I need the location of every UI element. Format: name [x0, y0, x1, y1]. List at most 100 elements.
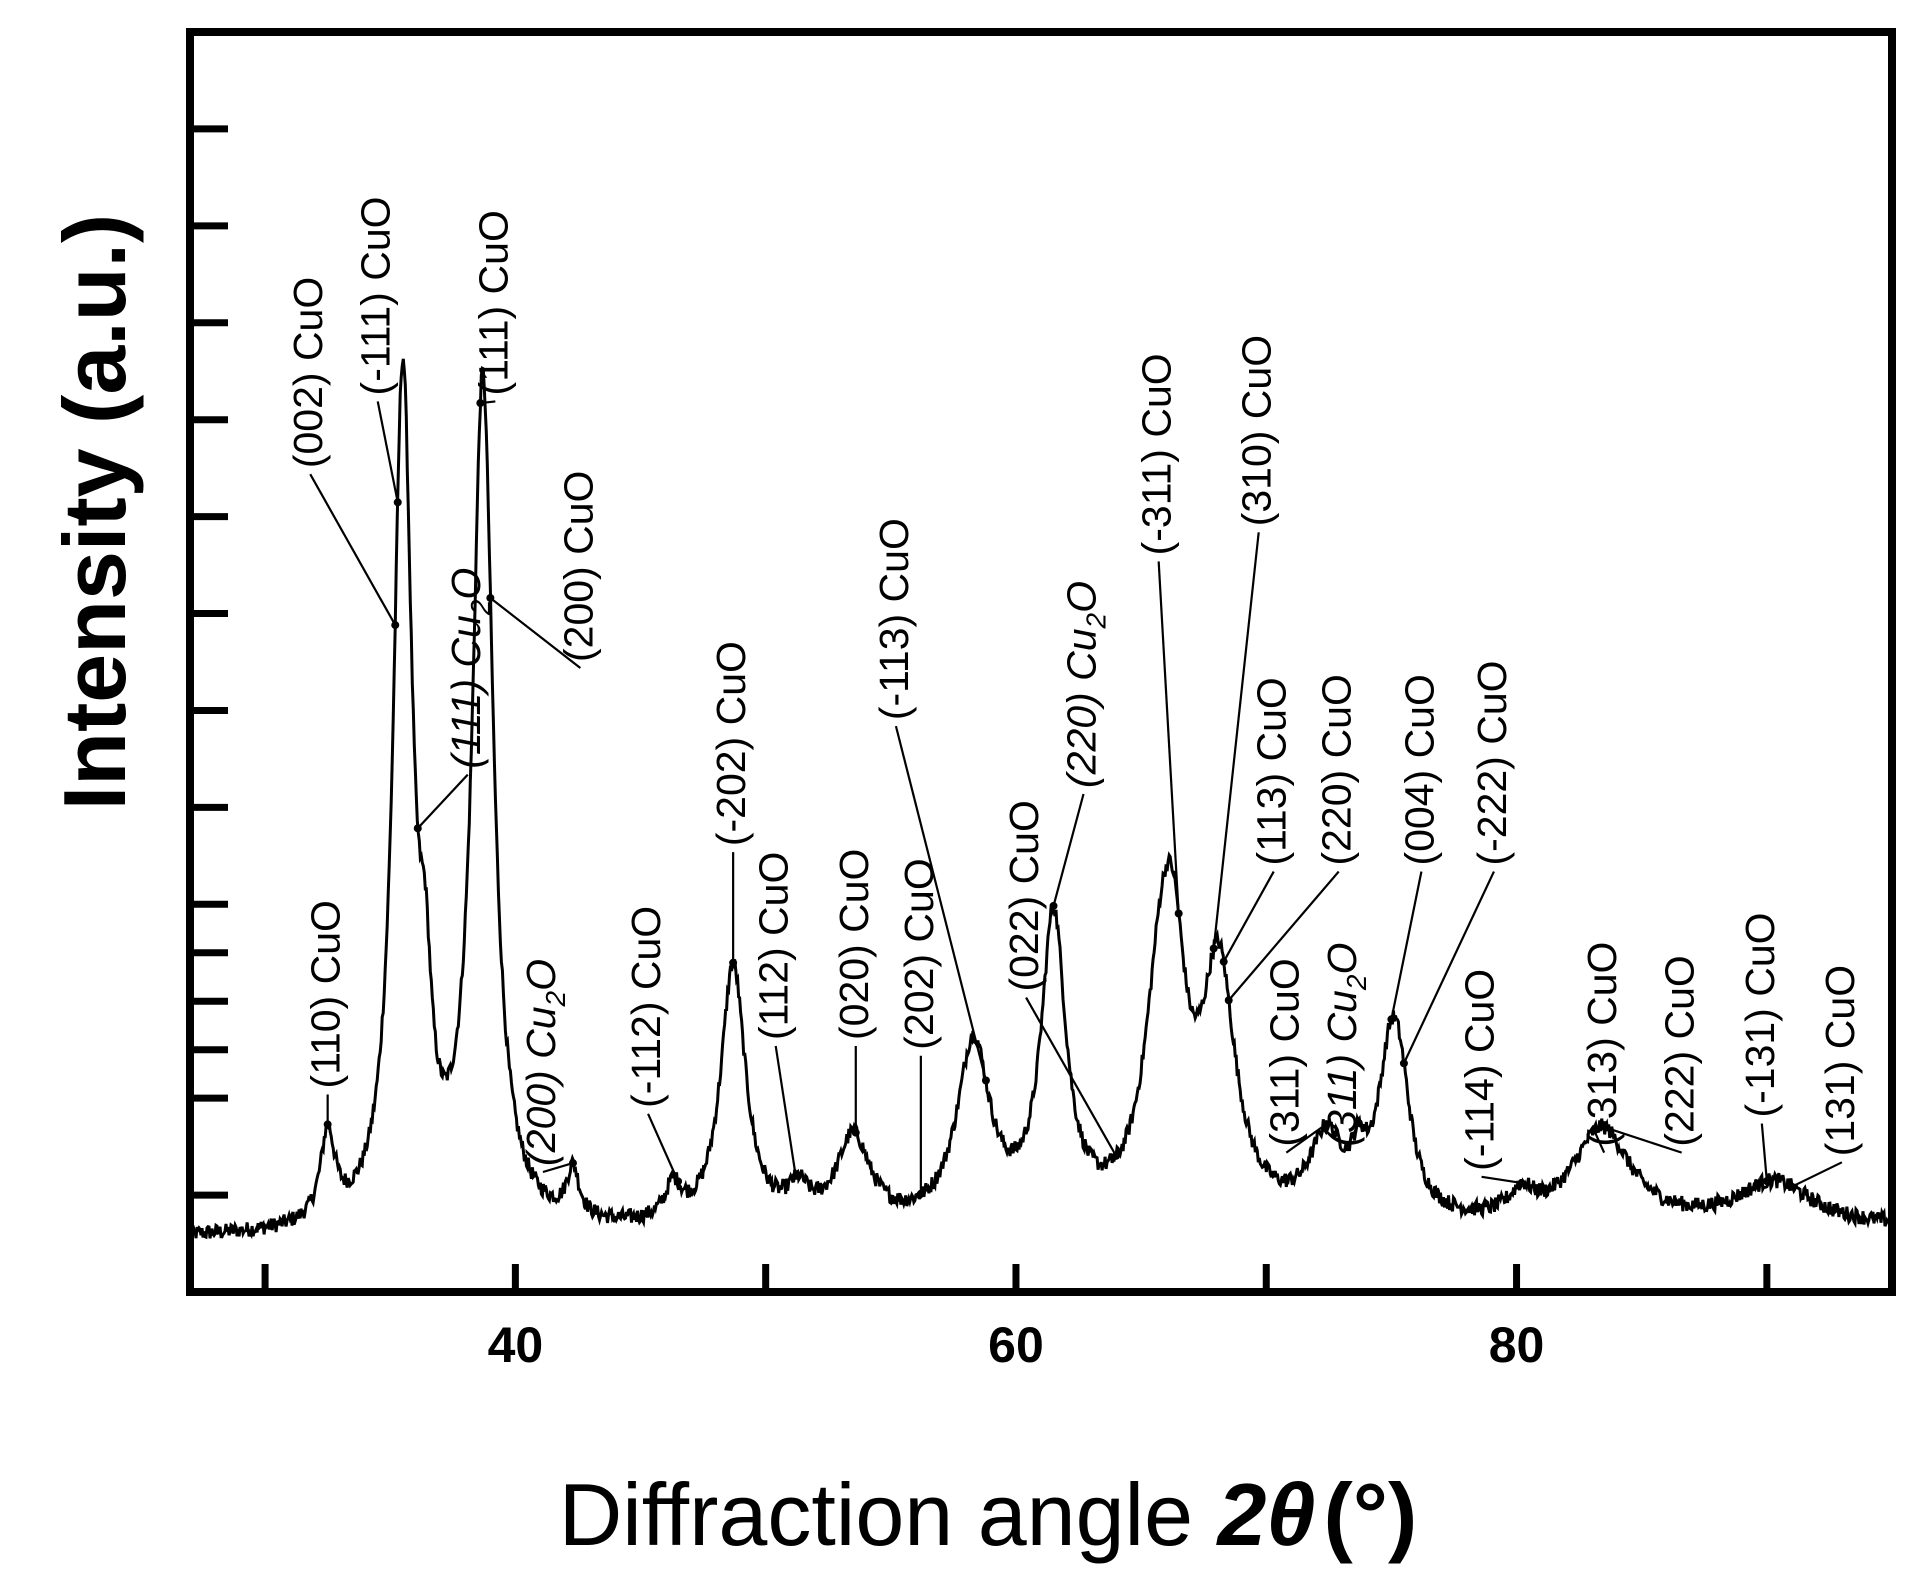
x-axis-label-unit: (°): [1323, 1465, 1417, 1564]
peak-annotation: (020) CuO: [831, 849, 877, 1137]
leader-line: [1227, 870, 1340, 1001]
x-axis-label-main: Diffraction angle: [559, 1465, 1218, 1564]
peak-marker: [1219, 957, 1228, 966]
y-axis-ticks: [190, 125, 228, 1199]
peak-annotation: (311) CuO: [1261, 958, 1331, 1154]
peak-annotation: (-202) CuO: [708, 641, 754, 967]
peak-annotation: (220) CuO: [1224, 674, 1360, 1005]
leader-line: [309, 473, 397, 626]
peak-label: (220) CuO: [1314, 674, 1360, 865]
peak-marker: [393, 498, 402, 507]
peak-annotation: (311) Cu2O: [1319, 943, 1372, 1154]
peak-marker: [791, 1171, 800, 1180]
peak-annotation: (-311) CuO: [1134, 353, 1183, 918]
peak-marker: [476, 399, 485, 408]
peak-label: (311) CuO: [1261, 958, 1307, 1146]
x-axis-label: Diffraction angle 2θ(°): [559, 1465, 1418, 1564]
peak-label: (004) CuO: [1396, 674, 1442, 865]
peak-annotation: (113) CuO: [1219, 677, 1295, 966]
peak-label: (002) CuO: [285, 277, 331, 468]
x-tick-label: 60: [988, 1317, 1044, 1373]
peak-annotation: (200) CuO: [486, 471, 601, 669]
peak-label: (310) CuO: [1234, 335, 1280, 526]
peak-label: (220) Cu2O: [1059, 581, 1112, 788]
peak-marker: [1174, 909, 1183, 918]
peak-marker: [413, 824, 422, 833]
peak-label: (110) CuO: [303, 900, 349, 1088]
leader-line: [774, 1045, 797, 1177]
leader-line: [1481, 1175, 1522, 1184]
leader-line: [1052, 793, 1085, 907]
peak-annotation: (-112) CuO: [623, 906, 683, 1186]
peak-annotation: (-313) CuO: [1579, 942, 1625, 1154]
peak-marker: [1399, 1059, 1408, 1068]
leader-line: [1025, 996, 1118, 1157]
peak-annotation: (220) Cu2O: [1049, 581, 1112, 910]
x-tick-label: 80: [1489, 1317, 1545, 1373]
peak-marker: [1762, 1177, 1771, 1186]
peak-label: (-311) CuO: [1134, 353, 1180, 555]
peak-label: (-131) CuO: [1737, 912, 1783, 1117]
y-axis-label: Intensity (a.u.): [45, 214, 144, 811]
leader-line: [647, 1113, 680, 1182]
x-tick-label: 40: [488, 1317, 544, 1373]
peak-annotation: (110) CuO: [303, 900, 349, 1129]
peak-label: (-222) CuO: [1469, 660, 1515, 865]
axes-frame: [186, 28, 1896, 1296]
peak-label: (-112) CuO: [623, 906, 669, 1108]
peak-label: (200) CuO: [555, 471, 601, 662]
peak-label: (111) Cu2O: [443, 568, 496, 769]
peak-annotation: (022) CuO: [1001, 800, 1121, 1160]
peak-marker: [1322, 1120, 1331, 1129]
x-axis-label-symbol: 2θ: [1215, 1465, 1315, 1564]
peak-marker: [729, 958, 738, 967]
leader-line: [1593, 1130, 1606, 1154]
peak-annotation: (-131) CuO: [1737, 912, 1783, 1186]
peak-marker: [916, 1189, 925, 1198]
peak-label: (-114) CuO: [1457, 969, 1503, 1171]
peak-marker: [1787, 1182, 1796, 1191]
peak-marker: [1590, 1126, 1599, 1135]
peak-marker: [851, 1128, 860, 1137]
peak-annotation: (002) CuO: [285, 277, 400, 630]
peak-annotations: (110) CuO (002) CuO (-111) CuO (111) Cu2O (1…: [285, 196, 1863, 1198]
leader-line: [1760, 1123, 1768, 1182]
peak-label: (022) CuO: [1001, 800, 1047, 991]
peak-label: (-111) CuO: [353, 196, 399, 395]
leader-line: [1402, 871, 1495, 1064]
peak-label: (113) CuO: [1249, 677, 1295, 865]
peak-marker: [1224, 996, 1233, 1005]
leader-line: [1791, 1161, 1843, 1188]
peak-label: (020) CuO: [831, 849, 877, 1040]
peak-label: (-113) CuO: [871, 518, 917, 720]
peak-label: (111) CuO: [470, 210, 516, 395]
leader-line: [489, 597, 582, 669]
peak-annotation: (004) CuO: [1387, 674, 1442, 1024]
peak-annotation: (-111) CuO: [353, 196, 402, 507]
leader-line: [416, 773, 469, 830]
peak-annotation: (200) Cu2O: [518, 959, 577, 1174]
peak-marker: [1354, 1119, 1363, 1128]
peak-marker: [1387, 1015, 1396, 1024]
peak-marker: [981, 1076, 990, 1085]
peak-label: (311) Cu2O: [1319, 943, 1372, 1147]
peak-annotation: (-114) CuO: [1457, 969, 1526, 1187]
peak-annotation: (310) CuO: [1209, 335, 1280, 953]
peak-label: (131) CuO: [1817, 965, 1863, 1156]
leader-line: [1342, 1122, 1360, 1154]
leader-line: [376, 401, 399, 503]
peak-marker: [568, 1159, 577, 1168]
peak-marker: [486, 594, 495, 603]
peak-marker: [1112, 1151, 1121, 1160]
peak-label: (202) CuO: [896, 858, 942, 1049]
leader-line: [1390, 871, 1423, 1020]
peak-marker: [323, 1120, 332, 1129]
peak-marker: [1517, 1178, 1526, 1187]
peak-annotation: (202) CuO: [896, 858, 942, 1198]
leader-line: [894, 725, 988, 1081]
peak-annotation: (222) CuO: [1597, 955, 1703, 1154]
x-axis-ticks: 40 60 80: [261, 1264, 1771, 1373]
peak-marker: [674, 1177, 683, 1186]
peak-annotation: (-113) CuO: [871, 518, 990, 1085]
